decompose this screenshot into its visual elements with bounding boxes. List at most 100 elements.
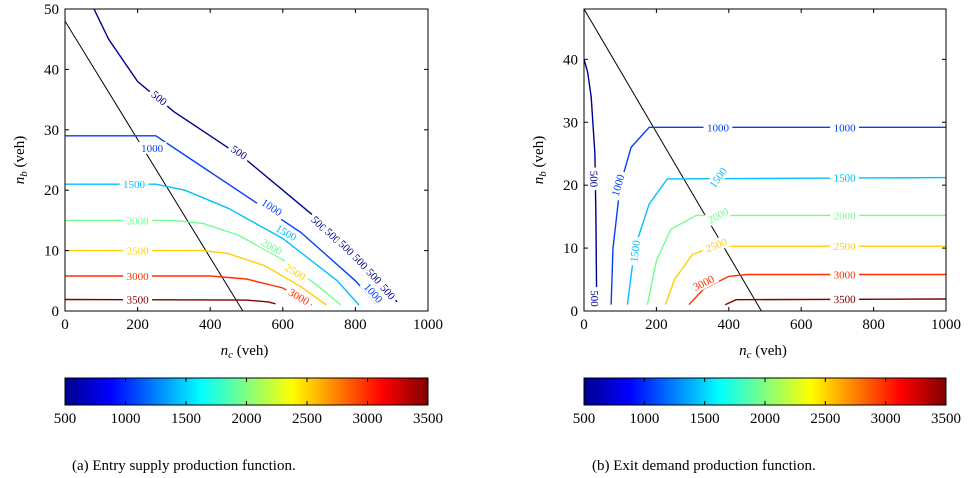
x-tick-label: 1000 [931, 317, 961, 333]
contour-label-text: 500 [588, 290, 600, 307]
plot-area [584, 9, 946, 311]
colorbar-tick-label: 2500 [292, 411, 322, 427]
contour-1500 [626, 176, 946, 305]
y-tick-label: 30 [44, 123, 59, 139]
x-tick-label: 600 [790, 317, 813, 333]
contour-label-1000: 1000 [137, 141, 167, 155]
feasibility-boundary-line [584, 9, 762, 311]
colorbar-tick-label: 500 [573, 411, 596, 427]
colorbar-tick-label: 3500 [931, 411, 961, 427]
x-tick-label: 200 [645, 317, 668, 333]
contour-label-2000: 2000 [830, 209, 860, 222]
y-tick-label: 0 [52, 304, 60, 320]
contour-label-text: 500 [587, 171, 599, 188]
contour-label-3000: 3000 [283, 284, 315, 309]
contour-label-1000: 1000 [703, 121, 733, 134]
contour-label-3000: 3000 [123, 269, 152, 283]
colorbar-tick-label: 2000 [232, 411, 262, 427]
contour-label-text: 2500 [127, 246, 150, 258]
contour-label-500: 500 [587, 167, 601, 191]
contour-3500 [724, 298, 946, 306]
colorbar-tick-label: 1500 [171, 411, 201, 427]
y-tick-label: 20 [563, 178, 578, 194]
caption-a: (a) Entry supply production function. [72, 458, 296, 474]
contour-label-1500: 1500 [830, 171, 860, 185]
y-tick-label: 10 [563, 241, 578, 257]
x-tick-label: 400 [199, 317, 222, 333]
y-tick-label: 10 [44, 244, 59, 260]
colorbar-tick-label: 2500 [810, 411, 840, 427]
y-tick-label: 40 [44, 62, 59, 78]
contour-2000 [65, 219, 342, 306]
x-tick-label: 600 [272, 317, 295, 333]
contour-label-text: 1000 [834, 122, 857, 134]
contour-label-2000: 2000 [123, 214, 152, 227]
contour-2000 [646, 214, 946, 305]
contour-label-text: 1000 [141, 143, 164, 155]
y-tick-label: 30 [563, 115, 578, 131]
colorbar-tick-label: 2000 [750, 411, 780, 427]
x-tick-label: 0 [580, 317, 588, 333]
axes-frame [583, 8, 947, 312]
x-axis-label: nc (veh) [739, 343, 787, 361]
y-tick-label: 50 [44, 2, 59, 18]
x-tick-label: 0 [61, 317, 69, 333]
feasibility-boundary-line [65, 20, 244, 311]
plot-area [65, 9, 398, 311]
caption-b: (b) Exit demand production function. [592, 458, 816, 474]
colorbar-tick-label: 3000 [871, 411, 901, 427]
contour-label-text: 1500 [628, 239, 643, 263]
contour-label-1500: 1500 [119, 178, 149, 191]
contour-2500 [664, 245, 946, 305]
contour-label-3500: 3500 [123, 293, 153, 307]
contour-label-text: 2500 [704, 236, 729, 255]
contour-label-2500: 2500 [830, 240, 860, 253]
x-tick-label: 800 [862, 317, 885, 333]
contour-3000 [688, 273, 946, 306]
contour-label-text: 3000 [127, 271, 150, 283]
contour-label-text: 1000 [707, 122, 730, 134]
y-tick-label: 20 [44, 183, 59, 199]
contour-label-3000: 3000 [830, 268, 860, 282]
contour-1000 [610, 126, 946, 305]
x-tick-label: 1000 [413, 317, 443, 333]
contour-label-2000: 2000 [702, 203, 734, 228]
contour-label-text: 2000 [127, 215, 150, 227]
contour-label-2500: 2500 [280, 259, 311, 285]
colorbar-gradient [64, 377, 429, 406]
x-tick-label: 400 [718, 317, 741, 333]
contour-label-3500: 3500 [830, 292, 860, 306]
y-tick-label: 40 [563, 52, 578, 68]
contour-3000 [65, 275, 313, 306]
colorbar-tick-label: 500 [54, 411, 77, 427]
contour-label-1500: 1500 [704, 162, 732, 193]
contour-label-500: 500 [588, 287, 601, 310]
colorbar-tick-label: 1000 [111, 411, 141, 427]
x-tick-label: 800 [344, 317, 367, 333]
contour-label-1500: 1500 [626, 236, 643, 267]
contour-label-2500: 2500 [123, 244, 152, 258]
y-axis-label: nb (veh) [531, 136, 549, 184]
contour-2500 [65, 249, 327, 306]
x-axis-label: nc (veh) [221, 343, 269, 361]
contour-label-3000: 3000 [687, 270, 720, 295]
contour-label-1000: 1000 [607, 169, 628, 201]
contour-label-text: 2500 [834, 241, 857, 253]
contour-1000 [65, 135, 378, 306]
colorbar-tick-label: 1500 [690, 411, 720, 427]
contour-500 [584, 59, 598, 305]
colorbar-tick-label: 3000 [353, 411, 383, 427]
contour-label-text: 3500 [127, 294, 150, 306]
contour-label-1000: 1000 [256, 194, 288, 221]
contour-label-text: 1500 [123, 179, 146, 191]
contour-label-1000: 1000 [830, 121, 860, 134]
y-axis-label: nb (veh) [12, 136, 30, 184]
contour-label-text: 3000 [834, 270, 857, 282]
y-tick-label: 0 [571, 304, 579, 320]
axes-frame [64, 8, 429, 312]
contour-label-text: 1500 [834, 173, 857, 185]
contour-label-text: 3500 [834, 294, 857, 306]
colorbar-gradient [583, 377, 947, 406]
